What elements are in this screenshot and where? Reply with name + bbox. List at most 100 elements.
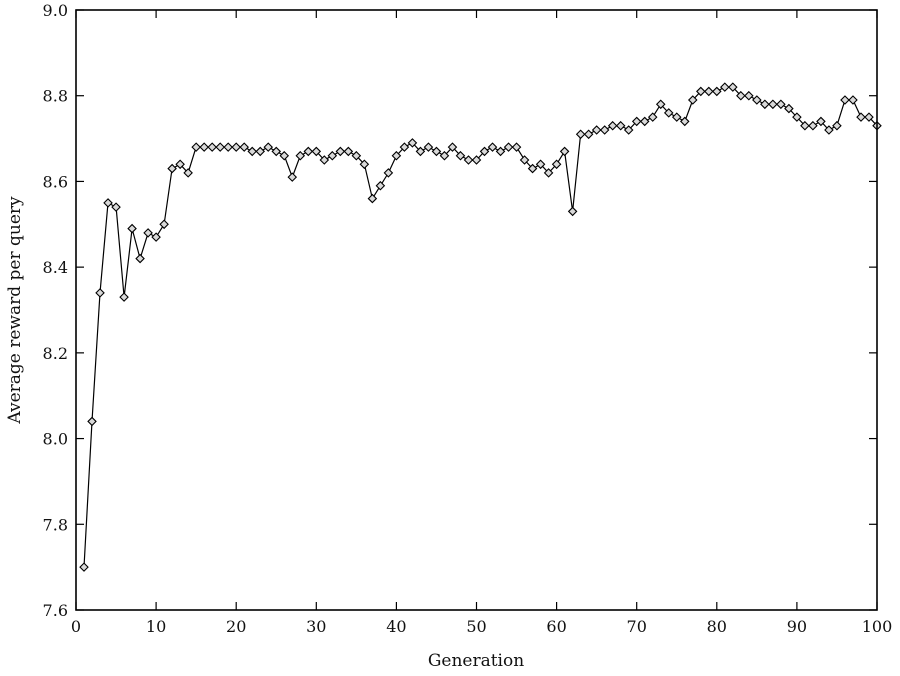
x-tick-label: 80 <box>707 617 727 636</box>
data-point <box>239 142 249 152</box>
data-point <box>271 146 282 157</box>
data-point <box>728 82 738 92</box>
data-point <box>848 95 858 105</box>
data-point <box>487 142 498 152</box>
data-point <box>183 168 193 178</box>
data-point <box>407 138 418 148</box>
data-point <box>247 146 257 157</box>
data-point <box>127 223 137 234</box>
data-point <box>199 142 209 152</box>
y-tick-label: 8.2 <box>43 344 68 363</box>
data-point <box>295 150 306 161</box>
y-tick-label: 9.0 <box>43 1 68 20</box>
data-point <box>207 142 217 152</box>
data-point <box>647 112 658 122</box>
data-point <box>311 146 322 157</box>
x-tick-label: 50 <box>466 617 486 636</box>
x-tick-label: 100 <box>862 617 893 636</box>
data-point <box>471 155 482 165</box>
x-tick-label: 90 <box>787 617 807 636</box>
data-point <box>567 206 578 217</box>
data-point <box>752 95 762 105</box>
data-point <box>191 142 201 152</box>
x-axis-ticks: 0 10 20 30 40 50 60 70 80 90 100 <box>71 10 892 636</box>
data-point <box>712 86 722 97</box>
data-point <box>431 146 442 157</box>
data-point <box>335 146 346 157</box>
data-point <box>559 146 570 157</box>
data-point <box>279 150 290 161</box>
y-axis-ticks: 7.6 7.8 8.0 8.2 8.4 8.6 8.8 9.0 <box>43 1 877 620</box>
data-point <box>479 146 490 157</box>
data-point <box>383 168 394 178</box>
y-tick-label: 8.8 <box>43 87 68 106</box>
data-point <box>495 146 506 157</box>
data-point <box>687 95 698 105</box>
data-point <box>223 142 233 152</box>
data-point <box>423 142 434 152</box>
x-axis-label: Generation <box>428 651 524 671</box>
data-point <box>303 146 314 157</box>
data-point <box>503 142 514 152</box>
data-point <box>87 416 97 427</box>
data-point <box>391 150 402 161</box>
data-point <box>591 125 602 135</box>
data-point <box>768 99 778 110</box>
data-point <box>287 172 298 182</box>
data-point <box>663 108 674 118</box>
data-point <box>415 146 426 157</box>
y-tick-label: 7.6 <box>43 601 68 620</box>
data-point <box>111 202 121 212</box>
y-tick-label: 8.6 <box>43 172 68 191</box>
data-point <box>623 125 634 135</box>
data-point <box>784 103 794 114</box>
data-point <box>151 232 161 242</box>
data-point <box>375 180 386 191</box>
data-point <box>864 112 874 122</box>
data-point <box>599 125 610 135</box>
x-tick-label: 60 <box>546 617 566 636</box>
data-point <box>639 116 650 127</box>
x-tick-label: 30 <box>306 617 326 636</box>
data-point <box>615 120 626 131</box>
data-point <box>367 193 378 204</box>
data-point <box>359 159 370 170</box>
data-point <box>351 150 362 161</box>
data-point <box>455 150 466 161</box>
data-point <box>535 159 546 170</box>
data-point <box>679 116 690 127</box>
data-point <box>463 155 474 165</box>
series-line <box>83 86 878 568</box>
y-tick-label: 7.8 <box>43 515 68 534</box>
data-point <box>527 163 538 174</box>
y-tick-label: 8.0 <box>43 430 68 449</box>
data-point <box>519 155 530 165</box>
x-tick-label: 10 <box>146 617 166 636</box>
data-point <box>551 159 562 170</box>
data-point <box>95 288 105 298</box>
data-point <box>103 198 113 208</box>
data-point <box>816 116 826 127</box>
data-point <box>439 150 450 161</box>
series-average-reward <box>79 82 882 572</box>
data-point <box>255 146 266 157</box>
data-point <box>79 562 89 572</box>
data-point <box>543 168 554 178</box>
data-point <box>736 90 746 101</box>
data-point <box>215 142 225 152</box>
data-point <box>824 125 834 135</box>
data-point <box>671 112 682 122</box>
data-point <box>167 163 177 174</box>
y-tick-label: 8.4 <box>43 258 68 277</box>
data-point <box>399 142 410 152</box>
data-point <box>263 142 274 152</box>
data-point <box>808 120 818 131</box>
x-tick-label: 0 <box>71 617 81 636</box>
x-tick-label: 70 <box>627 617 647 636</box>
data-point <box>575 129 586 140</box>
data-point <box>760 99 770 110</box>
data-point <box>792 112 802 122</box>
data-point <box>343 146 354 157</box>
data-point <box>840 95 850 105</box>
